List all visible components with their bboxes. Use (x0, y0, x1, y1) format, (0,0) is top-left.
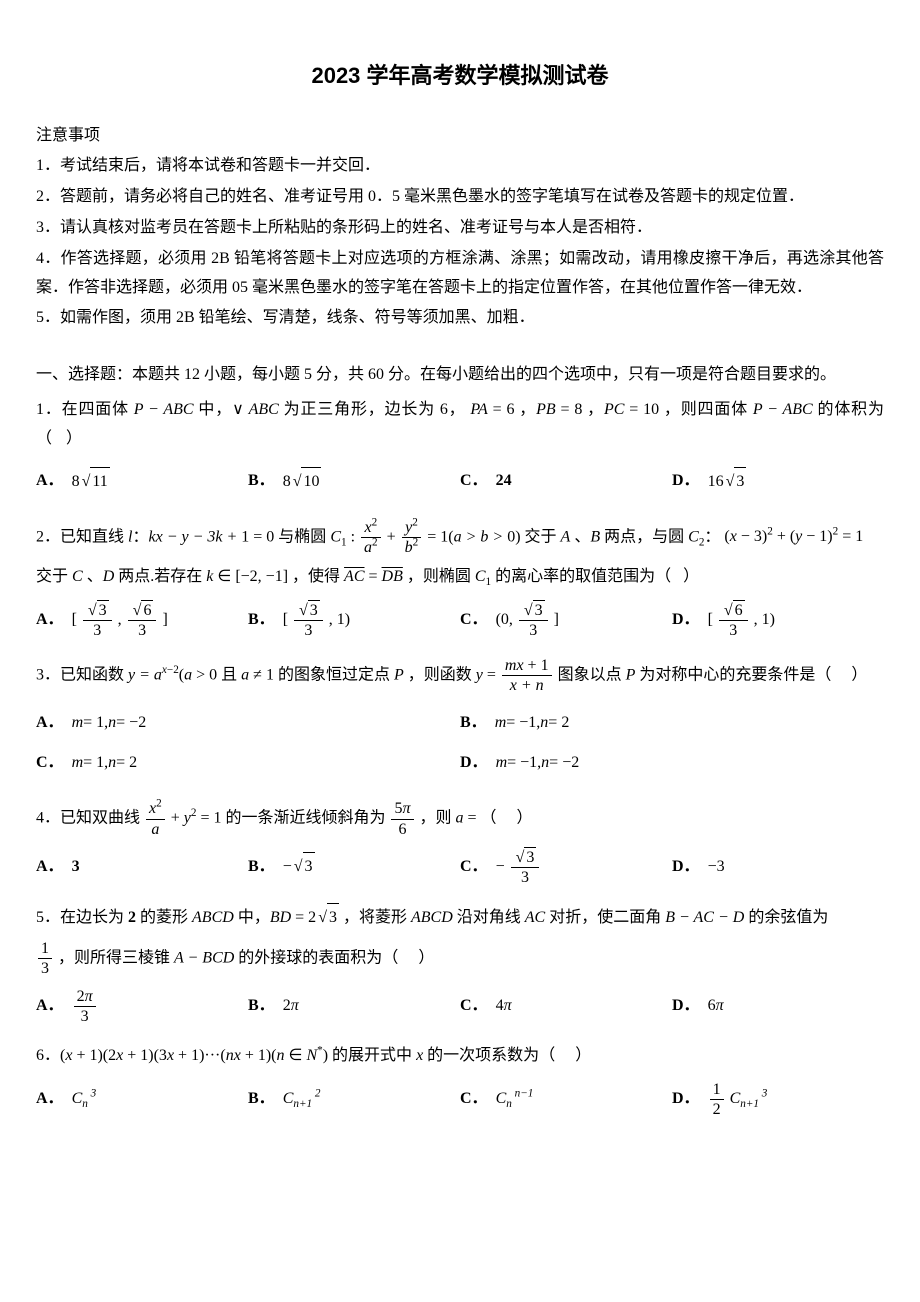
question-4: 4．已知双曲线 x2a + y2 = 1 的一条渐近线倾斜角为 5π6 ，则 a… (36, 799, 884, 838)
q4-option-d: D．−3 (672, 847, 884, 887)
q3-option-d: D．m = −1, n = −2 (460, 743, 884, 783)
q4-option-c: C．− 33 (460, 847, 672, 887)
q2-option-b: B． [ 33 , 1) (248, 600, 460, 640)
question-4-options: A．3 B．−3 C．− 33 D．−3 (36, 847, 884, 887)
q1-option-c: C．24 (460, 462, 672, 502)
question-2-line2: 交于 C 、D 两点.若存在 k ∈ [−2, −1] ，使得 AC = DB … (36, 563, 884, 592)
page-title: 2023 学年高考数学模拟测试卷 (36, 56, 884, 96)
q2-option-d: D． [ 63 , 1) (672, 600, 884, 640)
q6-option-a: A．Cn 3 (36, 1079, 248, 1119)
q6-option-d: D．12 Cn+1 3 (672, 1079, 884, 1119)
q6-option-b: B．Cn+1 2 (248, 1079, 460, 1119)
q5-option-c: C．4π (460, 986, 672, 1026)
q4-option-b: B．−3 (248, 847, 460, 887)
q6-option-c: C．Cn n−1 (460, 1079, 672, 1119)
question-6-options: A．Cn 3 B．Cn+1 2 C．Cn n−1 D．12 Cn+1 3 (36, 1079, 884, 1119)
question-3: 3．已知函数 y = ax−2(a > 0 且 a ≠ 1 的图象恒过定点 P … (36, 656, 884, 695)
question-1: 1．在四面体 P − ABC 中，∨ ABC 为正三角形，边长为 6， PA =… (36, 396, 884, 454)
q3-option-c: C．m = 1, n = 2 (36, 743, 460, 783)
q5-option-b: B．2π (248, 986, 460, 1026)
section-header: 一、选择题：本题共 12 小题，每小题 5 分，共 60 分。在每小题给出的四个… (36, 361, 884, 390)
q1-option-d: D．163 (672, 462, 884, 502)
notice-header: 注意事项 (36, 122, 884, 151)
q5-option-a: A．2π3 (36, 986, 248, 1026)
question-3-options: A．m = 1, n = −2 B．m = −1, n = 2 C．m = 1,… (36, 703, 884, 783)
q2-option-c: C． (0, 33 ] (460, 600, 672, 640)
q3-option-a: A．m = 1, n = −2 (36, 703, 460, 743)
question-1-options: A．811 B．810 C．24 D．163 (36, 462, 884, 502)
question-5: 5．在边长为 2 的菱形 ABCD 中，BD = 23 ，将菱形 ABCD 沿对… (36, 903, 884, 933)
question-2-options: A． [ 33 , 63 ] B． [ 33 , 1) C． (0, 33 ] … (36, 600, 884, 640)
q1-option-a: A．811 (36, 462, 248, 502)
question-5-line2: 13 ，则所得三棱锥 A − BCD 的外接球的表面积为（ ） (36, 939, 884, 978)
q5-option-d: D．6π (672, 986, 884, 1026)
q4-option-a: A．3 (36, 847, 248, 887)
notice-item-1: 1．考试结束后，请将本试卷和答题卡一并交回． (36, 152, 884, 181)
question-6: 6．(x + 1)(2x + 1)(3x + 1)···(nx + 1)(n ∈… (36, 1042, 884, 1071)
question-5-options: A．2π3 B．2π C．4π D．6π (36, 986, 884, 1026)
q2-option-a: A． [ 33 , 63 ] (36, 600, 248, 640)
notice-item-2: 2．答题前，请务必将自己的姓名、准考证号用 0．5 毫米黑色墨水的签字笔填写在试… (36, 183, 884, 212)
notice-item-5: 5．如需作图，须用 2B 铅笔绘、写清楚，线条、符号等须加黑、加粗． (36, 304, 884, 333)
question-2: 2．已知直线 l：kx − y − 3k + 1 = 0 与椭圆 C1 : x2… (36, 518, 884, 557)
notice-item-3: 3．请认真核对监考员在答题卡上所粘贴的条形码上的姓名、准考证号与本人是否相符． (36, 214, 884, 243)
notice-item-4: 4．作答选择题，必须用 2B 铅笔将答题卡上对应选项的方框涂满、涂黑；如需改动，… (36, 245, 884, 303)
q1-option-b: B．810 (248, 462, 460, 502)
q3-option-b: B．m = −1, n = 2 (460, 703, 884, 743)
